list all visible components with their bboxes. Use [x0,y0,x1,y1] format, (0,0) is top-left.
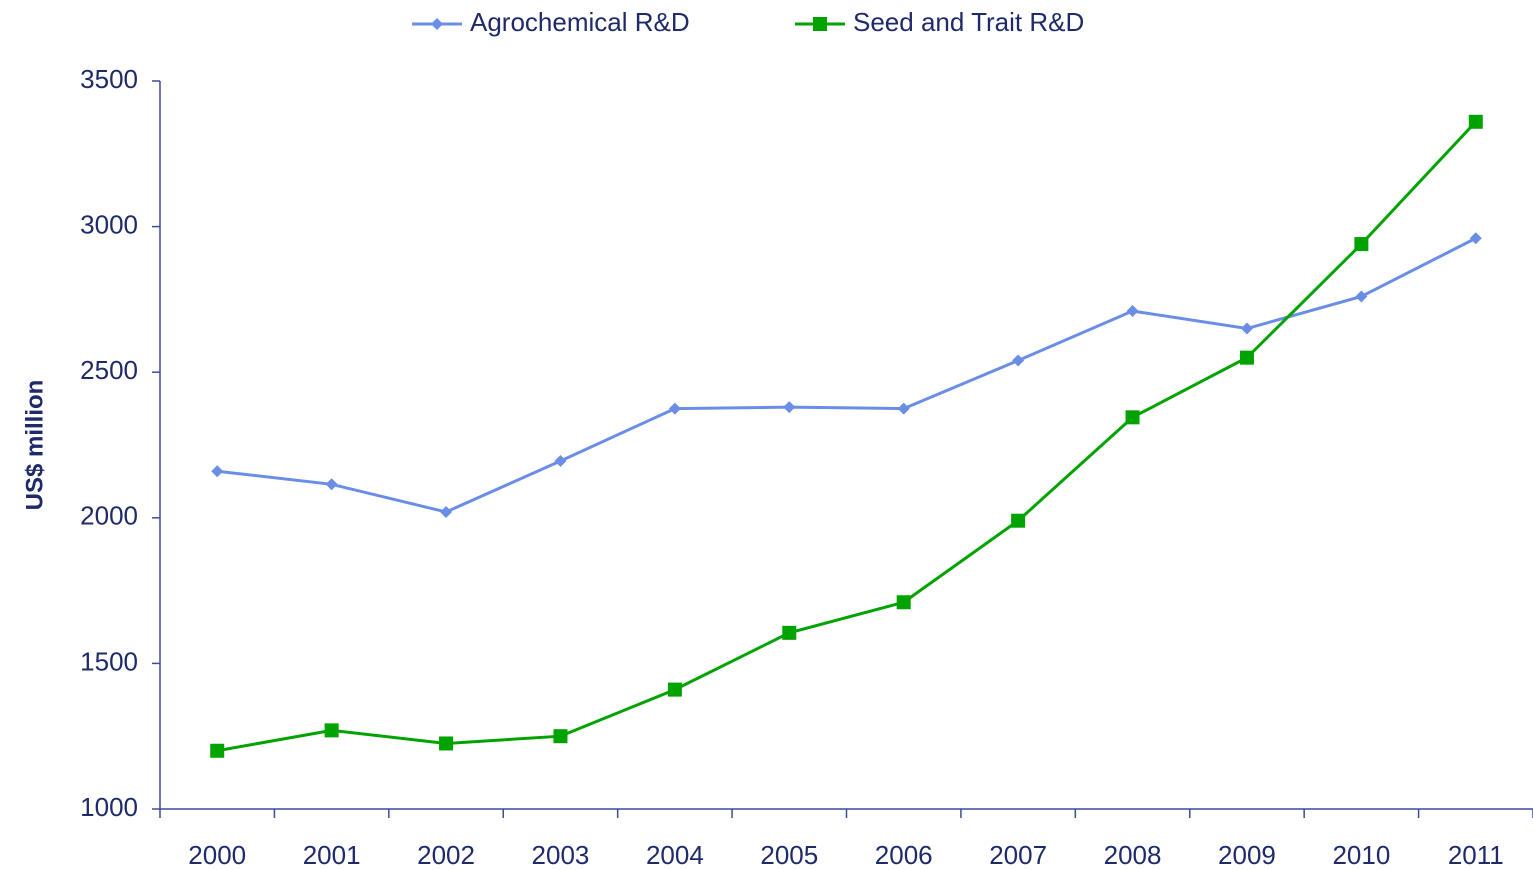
data-point [1011,513,1026,528]
x-tick-label: 2010 [1332,840,1390,870]
y-tick-label: 2500 [80,355,138,385]
data-point [896,595,911,610]
data-point [554,455,567,468]
legend-label: Seed and Trait R&D [853,7,1084,37]
data-point [325,478,338,491]
series-line [216,120,1477,753]
data-point [1239,350,1254,365]
data-point [668,402,681,415]
x-tick-label: 2005 [760,840,818,870]
y-tick-label: 3500 [80,64,138,94]
data-point [440,505,453,518]
x-tick-label: 2006 [875,840,933,870]
legend-marker [431,18,443,30]
y-tick-label: 1500 [80,646,138,676]
y-tick-label: 1000 [80,792,138,822]
y-axis-label: US$ million [21,380,48,511]
data-point [782,625,797,640]
legend-marker [813,17,827,31]
data-point [783,401,796,414]
y-tick-label: 3000 [80,209,138,239]
data-point [897,402,910,415]
data-point [1125,410,1140,425]
y-tick-label: 2000 [80,501,138,531]
x-tick-label: 2001 [303,840,361,870]
data-point [1240,322,1253,335]
data-point [439,736,454,751]
data-point [1355,290,1368,303]
data-point [667,682,682,697]
x-tick-label: 2004 [646,840,704,870]
data-point [211,465,224,478]
x-tick-label: 2009 [1218,840,1276,870]
x-tick-label: 2008 [1104,840,1162,870]
x-tick-label: 2011 [1448,840,1504,870]
legend-label: Agrochemical R&D [470,7,690,37]
data-point [1354,237,1369,252]
data-point [553,729,568,744]
x-tick-label: 2007 [989,840,1047,870]
data-point [1126,305,1139,318]
x-tick-label: 2002 [417,840,475,870]
data-point [1468,114,1483,129]
data-point [1012,354,1025,367]
series-line [217,236,1477,514]
x-tick-label: 2000 [188,840,246,870]
x-tick-label: 2003 [532,840,590,870]
data-point [324,723,339,738]
data-point [210,743,225,758]
data-point [1469,232,1482,245]
